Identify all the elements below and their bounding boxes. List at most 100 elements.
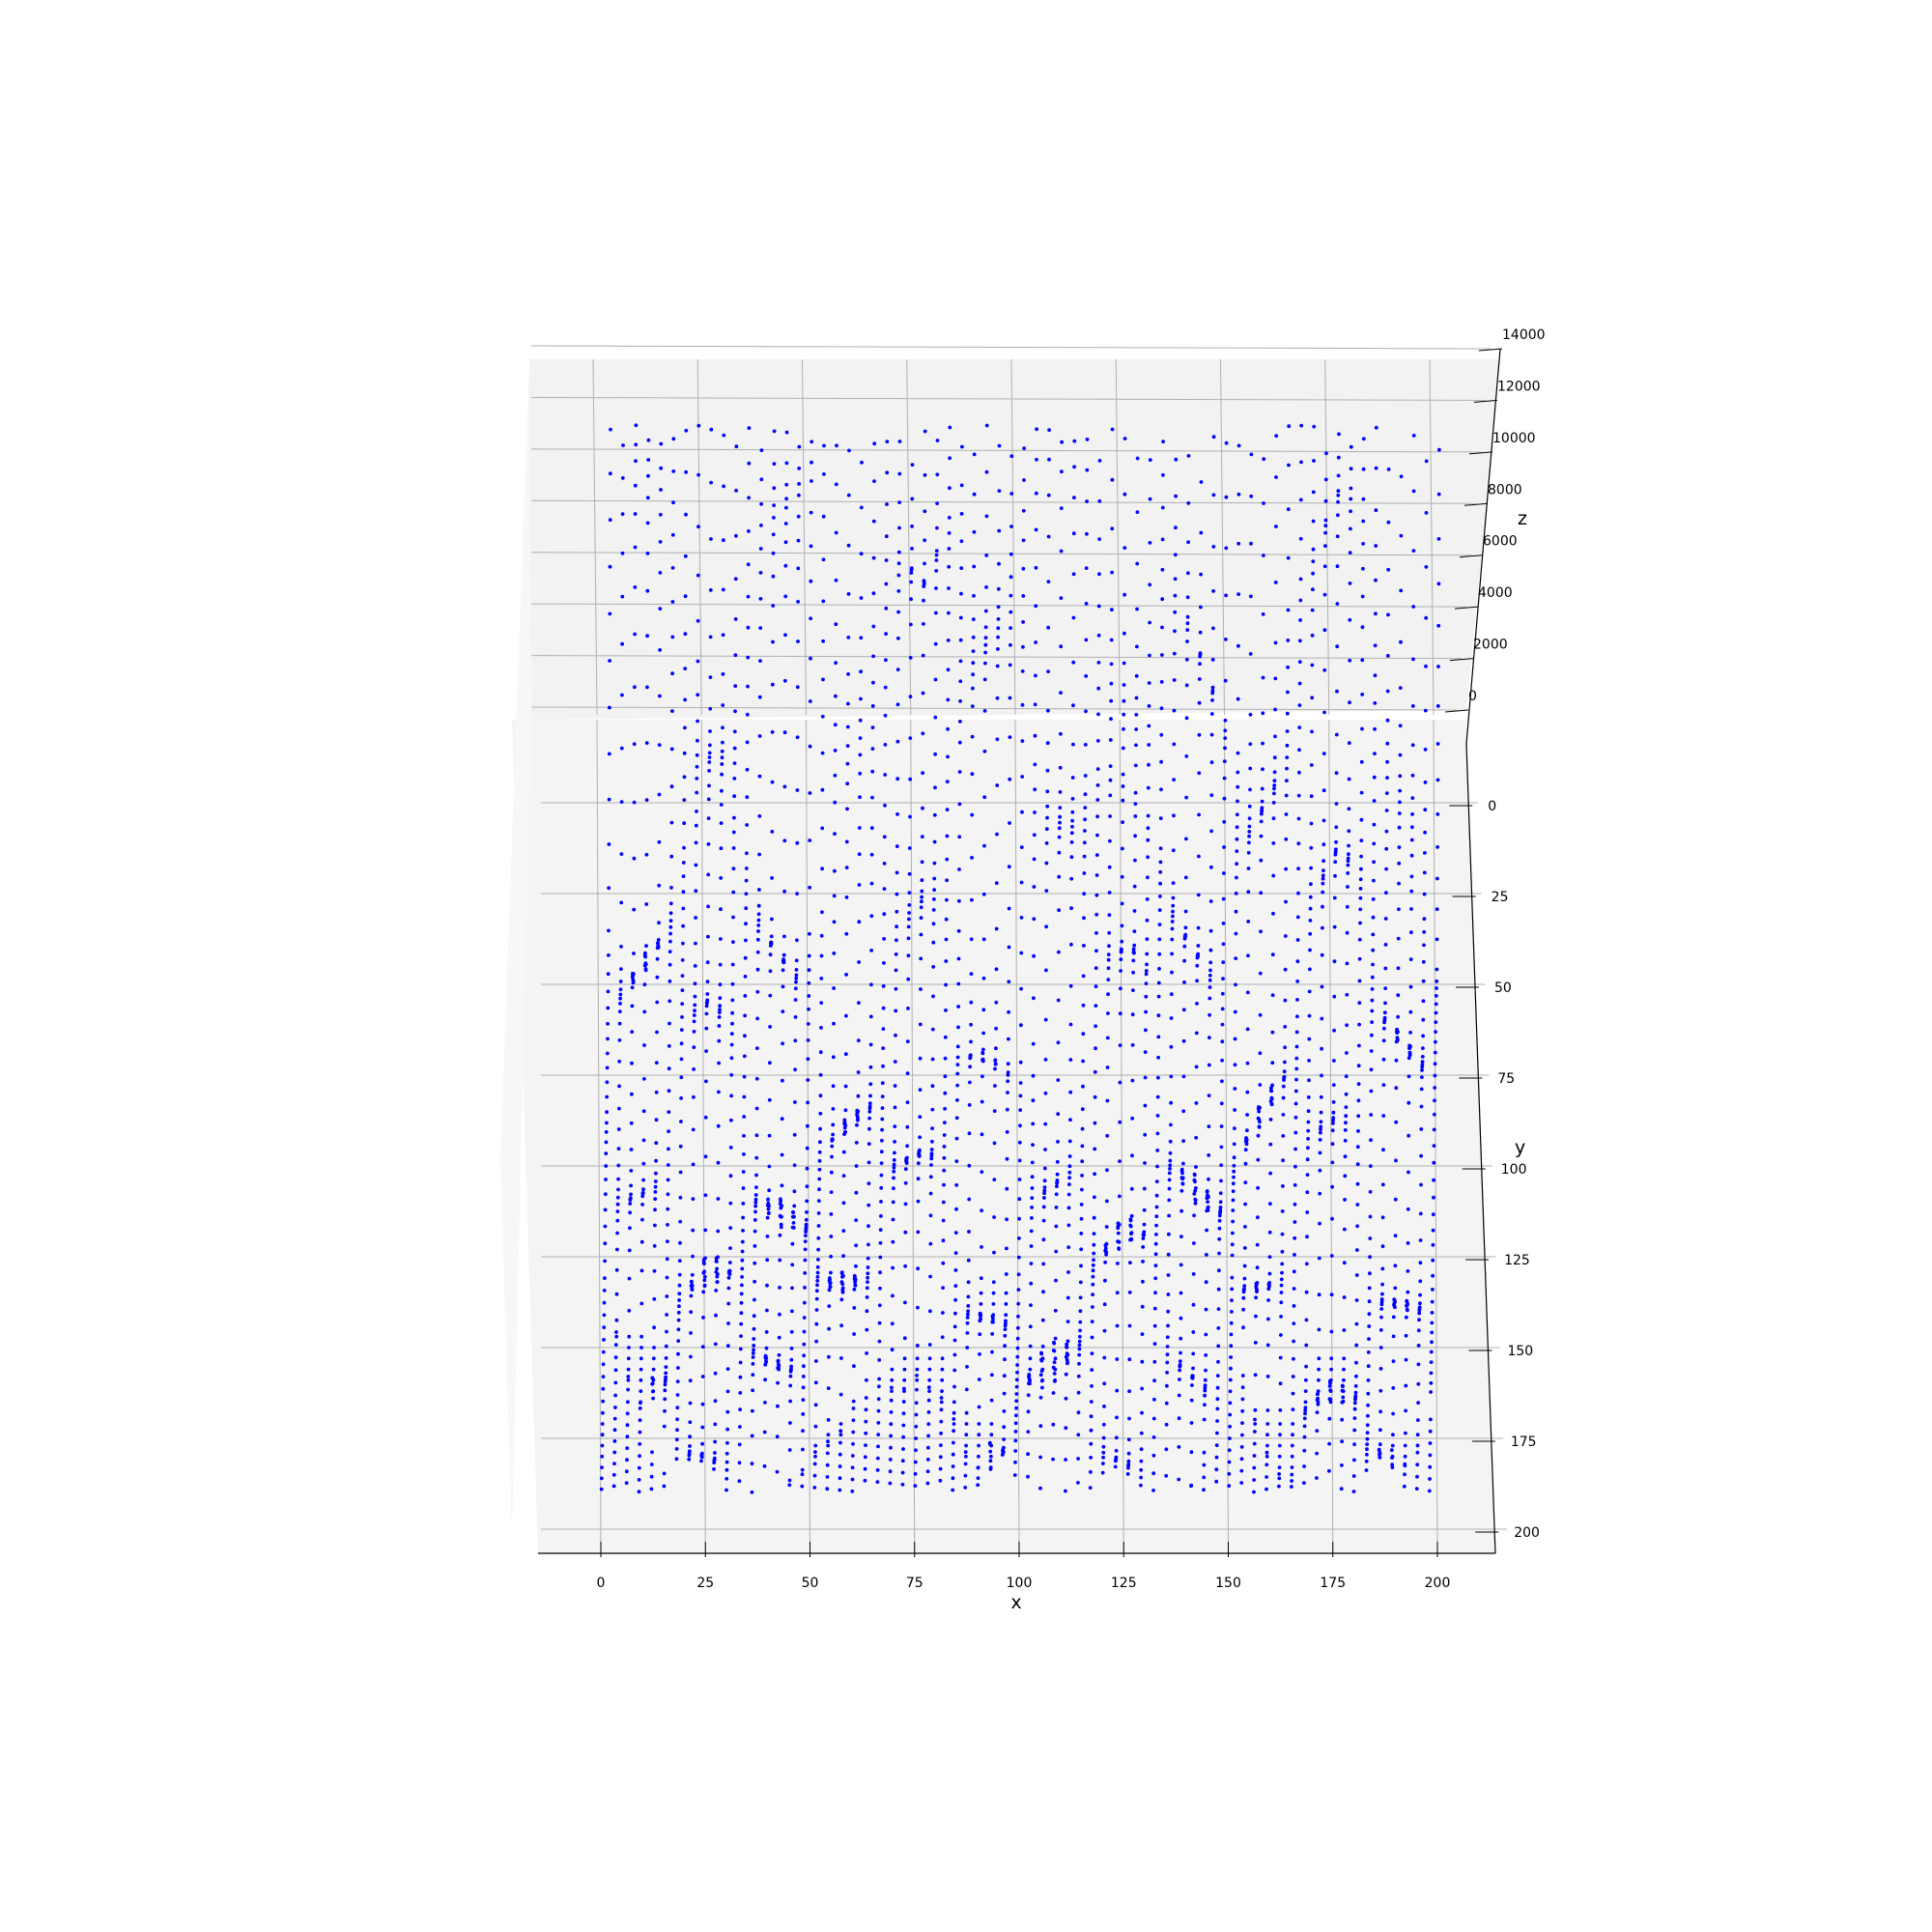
data-point xyxy=(694,889,698,894)
data-point xyxy=(792,1163,797,1168)
data-point xyxy=(1295,959,1300,964)
data-point xyxy=(618,980,623,983)
data-point xyxy=(808,838,812,842)
data-point xyxy=(872,441,877,446)
data-point xyxy=(718,996,723,1001)
data-point xyxy=(810,440,814,444)
data-point xyxy=(1028,1324,1033,1329)
data-point xyxy=(675,1379,680,1383)
data-point xyxy=(897,500,901,504)
data-point xyxy=(806,1100,810,1105)
data-point xyxy=(1233,1063,1237,1067)
data-point xyxy=(893,1151,896,1155)
data-point xyxy=(771,551,776,555)
data-point xyxy=(1154,1223,1158,1228)
data-point xyxy=(1235,812,1239,817)
data-point xyxy=(918,1115,923,1119)
data-point xyxy=(846,701,850,706)
data-point xyxy=(881,984,886,988)
data-point xyxy=(1383,986,1388,990)
data-point xyxy=(1357,937,1362,942)
data-point xyxy=(1229,1366,1233,1371)
data-point xyxy=(1057,826,1062,831)
data-point xyxy=(696,525,700,529)
z-gridline xyxy=(530,448,1482,453)
data-point xyxy=(1422,930,1427,934)
data-point xyxy=(1252,1441,1257,1446)
data-point xyxy=(782,784,787,789)
data-point xyxy=(757,852,761,857)
data-point xyxy=(833,868,837,873)
data-point xyxy=(1169,1044,1174,1049)
data-point xyxy=(738,1360,743,1365)
data-point xyxy=(1022,446,1027,450)
data-point xyxy=(1031,1122,1036,1126)
data-point xyxy=(850,1465,855,1470)
data-point xyxy=(971,617,976,621)
data-point xyxy=(923,472,927,477)
data-point xyxy=(1320,984,1324,989)
data-point xyxy=(996,626,1001,631)
data-point xyxy=(1064,1458,1067,1462)
data-point xyxy=(1118,1194,1122,1199)
data-point xyxy=(896,561,901,566)
data-point xyxy=(1008,777,1012,781)
data-point xyxy=(1067,1164,1072,1169)
data-point xyxy=(1058,806,1063,810)
data-point xyxy=(1092,1258,1095,1263)
data-point xyxy=(772,462,777,466)
data-point xyxy=(1009,626,1012,630)
data-point xyxy=(1199,572,1203,577)
data-point xyxy=(718,962,723,967)
data-point xyxy=(665,1313,668,1317)
data-point xyxy=(878,1270,882,1275)
data-point xyxy=(782,730,787,735)
data-point xyxy=(1151,1471,1156,1476)
data-point xyxy=(939,1400,944,1405)
data-point xyxy=(870,747,875,751)
data-point xyxy=(1420,1055,1425,1059)
data-point xyxy=(752,1326,756,1331)
data-point xyxy=(1373,701,1378,705)
data-point xyxy=(731,830,736,835)
data-point xyxy=(1118,1159,1122,1163)
data-point xyxy=(1255,1242,1260,1247)
data-point xyxy=(739,1334,743,1338)
data-point xyxy=(1435,812,1440,816)
data-point xyxy=(1344,1074,1349,1079)
data-point xyxy=(704,1079,708,1084)
data-point xyxy=(724,1451,729,1456)
data-point xyxy=(778,1202,782,1207)
data-point xyxy=(1233,1108,1236,1112)
data-point xyxy=(1102,1405,1106,1408)
data-point xyxy=(863,1478,867,1483)
data-point xyxy=(767,1188,772,1193)
data-point xyxy=(1235,875,1238,880)
data-point xyxy=(1278,1381,1283,1386)
data-point xyxy=(1198,662,1202,667)
data-point xyxy=(1306,1128,1311,1133)
data-point xyxy=(1345,904,1350,909)
data-point xyxy=(1434,1039,1437,1044)
data-point xyxy=(947,516,952,520)
data-point xyxy=(810,460,813,465)
data-point xyxy=(829,1270,833,1275)
data-point xyxy=(1205,1189,1209,1194)
data-point xyxy=(1154,1233,1158,1236)
data-point xyxy=(841,1201,846,1206)
data-point xyxy=(601,1399,605,1404)
data-point xyxy=(1370,998,1375,1003)
data-point xyxy=(753,1209,757,1214)
data-point xyxy=(1242,1246,1247,1250)
data-point xyxy=(1291,1433,1294,1437)
data-point xyxy=(1419,1153,1423,1158)
data-point xyxy=(714,1313,718,1318)
data-point xyxy=(782,934,786,939)
data-point xyxy=(1255,1290,1259,1293)
data-point xyxy=(1243,1225,1247,1229)
data-point xyxy=(708,588,713,592)
data-point xyxy=(1171,903,1176,908)
data-point xyxy=(841,1150,846,1154)
data-point xyxy=(889,1422,894,1427)
data-point xyxy=(893,1060,897,1064)
